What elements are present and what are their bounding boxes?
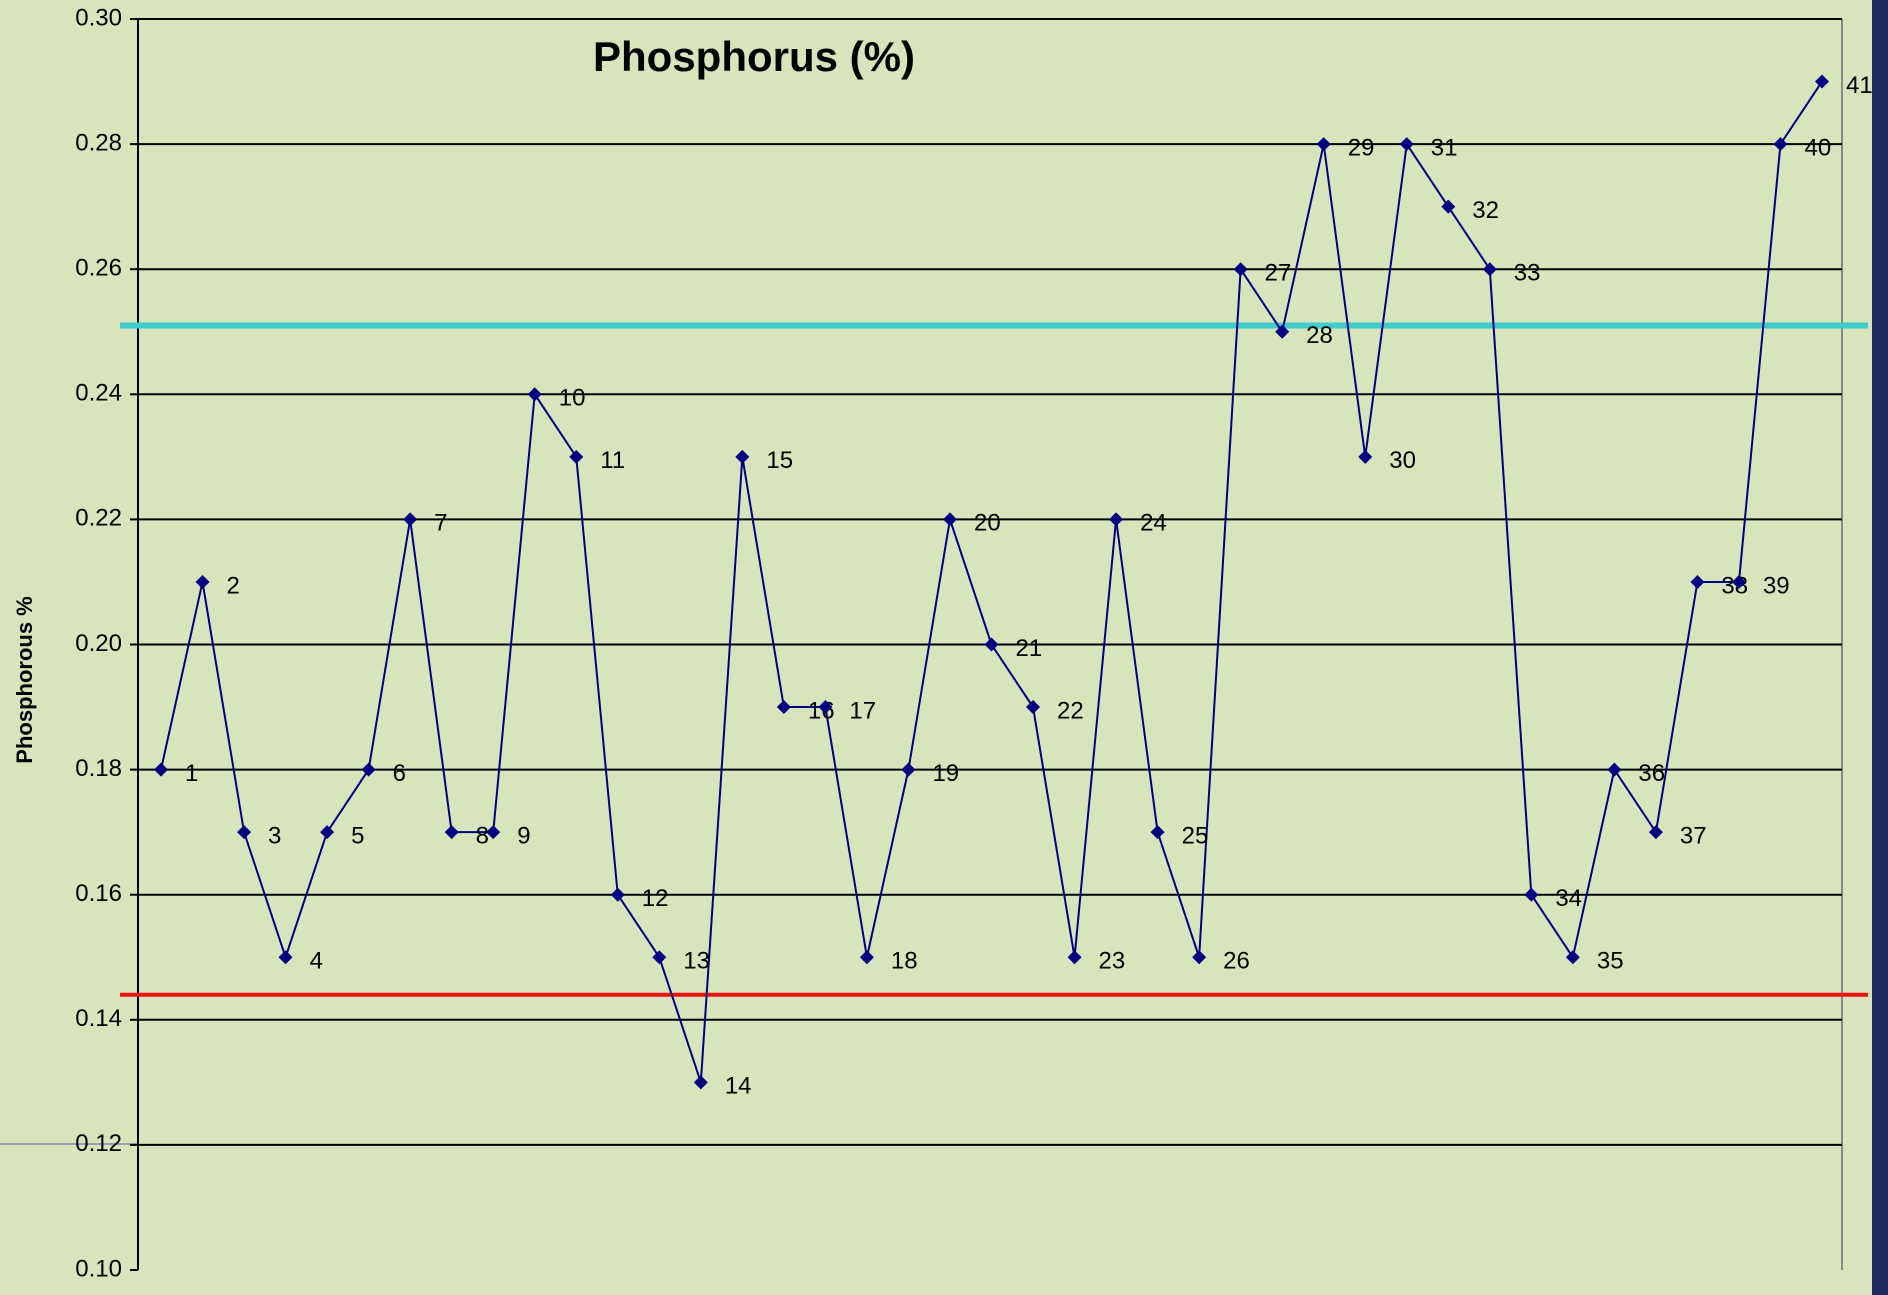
data-point — [237, 825, 252, 840]
data-point — [1399, 137, 1414, 152]
data-label: 17 — [849, 697, 876, 724]
data-label: 4 — [310, 948, 323, 975]
data-point — [1358, 449, 1373, 464]
data-point — [942, 512, 957, 527]
data-point — [569, 449, 584, 464]
data-point — [527, 387, 542, 402]
data-label: 11 — [600, 447, 625, 474]
data-point — [195, 574, 210, 589]
data-label: 22 — [1057, 697, 1084, 724]
data-point — [1773, 137, 1788, 152]
data-label: 29 — [1348, 134, 1375, 161]
data-label: 37 — [1680, 822, 1707, 849]
data-label: 18 — [891, 948, 918, 975]
data-point — [1690, 574, 1705, 589]
data-label: 5 — [351, 822, 364, 849]
data-label: 19 — [932, 760, 959, 787]
data-label: 10 — [559, 385, 586, 412]
data-label: 38 — [1721, 572, 1748, 599]
data-point — [1607, 762, 1622, 777]
data-label: 35 — [1597, 948, 1624, 975]
data-point — [693, 1075, 708, 1090]
data-label: 34 — [1555, 885, 1582, 912]
y-tick-label: 0.10 — [75, 1255, 122, 1282]
data-label: 30 — [1389, 447, 1416, 474]
y-tick-label: 0.22 — [75, 505, 122, 532]
data-label: 13 — [683, 948, 710, 975]
data-point — [1150, 825, 1165, 840]
data-point — [486, 825, 501, 840]
data-label: 20 — [974, 510, 1001, 537]
data-label: 12 — [642, 885, 669, 912]
y-tick-label: 0.20 — [75, 630, 122, 657]
y-axis-label: Phosphorous % — [12, 596, 37, 763]
data-point — [1441, 199, 1456, 214]
data-label: 26 — [1223, 948, 1250, 975]
data-label: 9 — [517, 822, 530, 849]
data-label: 27 — [1265, 260, 1292, 287]
data-point — [1815, 74, 1829, 89]
data-label: 31 — [1431, 134, 1458, 161]
data-point — [652, 950, 667, 965]
data-point — [403, 512, 418, 527]
data-point — [1109, 512, 1124, 527]
data-point — [901, 762, 916, 777]
data-label: 14 — [725, 1073, 752, 1100]
data-point — [278, 950, 293, 965]
data-label: 33 — [1514, 260, 1541, 287]
y-tick-label: 0.26 — [75, 255, 122, 282]
data-label: 6 — [393, 760, 406, 787]
data-label: 40 — [1804, 134, 1831, 161]
data-point — [984, 637, 999, 652]
data-label: 3 — [268, 822, 281, 849]
data-point — [444, 825, 459, 840]
data-point — [1192, 950, 1207, 965]
data-point — [1731, 574, 1746, 589]
data-point — [154, 762, 168, 777]
data-point — [320, 825, 335, 840]
data-label: 36 — [1638, 760, 1665, 787]
data-point — [1482, 262, 1497, 277]
data-point — [361, 762, 376, 777]
data-label: 41 — [1846, 72, 1873, 99]
data-label: 1 — [185, 760, 198, 787]
side-strip — [1872, 0, 1888, 1295]
chart-title: Phosphorus (%) — [593, 33, 915, 80]
data-point — [1316, 137, 1331, 152]
data-label: 23 — [1099, 948, 1126, 975]
data-point — [1565, 950, 1580, 965]
y-tick-label: 0.14 — [75, 1005, 122, 1032]
data-label: 2 — [227, 572, 240, 599]
data-label: 15 — [766, 447, 793, 474]
data-label: 25 — [1182, 822, 1209, 849]
data-point — [1026, 700, 1041, 715]
data-label: 24 — [1140, 510, 1167, 537]
data-point — [1233, 262, 1248, 277]
data-point — [735, 449, 750, 464]
data-point — [859, 950, 874, 965]
data-point — [776, 700, 791, 715]
y-tick-label: 0.28 — [75, 129, 122, 156]
data-label: 21 — [1016, 635, 1043, 662]
data-label: 32 — [1472, 197, 1499, 224]
data-point — [1524, 887, 1539, 902]
data-point — [610, 887, 625, 902]
y-tick-label: 0.18 — [75, 755, 122, 782]
data-label: 28 — [1306, 322, 1333, 349]
data-point — [818, 700, 833, 715]
data-label: 39 — [1763, 572, 1790, 599]
data-point — [1275, 324, 1290, 339]
data-label: 7 — [434, 510, 447, 537]
y-tick-label: 0.12 — [75, 1130, 122, 1157]
y-tick-label: 0.30 — [75, 4, 122, 31]
y-tick-label: 0.24 — [75, 380, 122, 407]
data-label: 16 — [808, 697, 835, 724]
y-tick-label: 0.16 — [75, 880, 122, 907]
data-point — [1648, 825, 1663, 840]
data-label: 8 — [476, 822, 489, 849]
data-point — [1067, 950, 1082, 965]
